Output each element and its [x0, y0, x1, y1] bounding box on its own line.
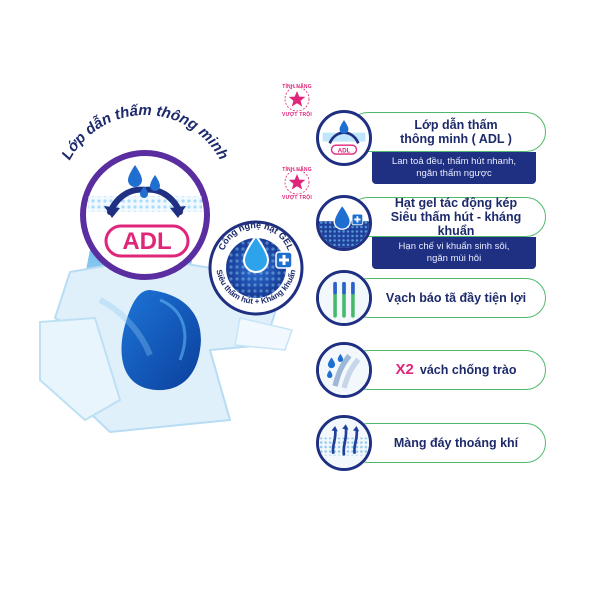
feature-indicator-title: Vạch báo tã đầy tiện lợi [385, 291, 527, 305]
feature-star-badge: TÍNH NĂNG VƯỢT TRỘI [282, 167, 312, 201]
feature-gel: TÍNH NĂNG VƯỢT TRỘI Hạt gel tác động kép… [282, 167, 546, 275]
feature-gel-title-line2: Siêu thấm hút - kháng khuẩn [390, 210, 522, 238]
feature-gel-desc-line1: Hạn chế vi khuẩn sinh sôi, [398, 241, 510, 252]
feature-adl-desc: Lan toả đều, thấm hút nhanh, ngăn thấm n… [372, 152, 536, 184]
feature-indicator: Vạch báo tã đầy tiện lợi [316, 270, 546, 326]
wetness-indicator-icon [316, 270, 372, 326]
badge-label-top: TÍNH NĂNG [282, 84, 312, 90]
feature-star-badge: TÍNH NĂNG VƯỢT TRỘI [282, 84, 312, 118]
leak-guard-icon [316, 342, 372, 398]
feature-gel-title-box: Hạt gel tác động kép Siêu thấm hút - khá… [348, 196, 546, 238]
feature-adl-desc-line2: ngăn thấm ngược [416, 168, 492, 179]
feature-adl-title-box: Lớp dẫn thấm thông minh ( ADL ) [348, 112, 546, 152]
badge-label-top: TÍNH NĂNG [282, 167, 312, 173]
feature-adl-title-line2: thông minh ( ADL ) [400, 132, 512, 146]
feature-adl-desc-line1: Lan toả đều, thấm hút nhanh, [391, 156, 517, 167]
feature-indicator-title-box: Vạch báo tã đầy tiện lợi [348, 278, 546, 318]
adl-icon: ADL [316, 110, 372, 166]
svg-text:ADL: ADL [338, 147, 351, 154]
breathable-layer-icon [316, 415, 372, 471]
gel-drop-icon [316, 195, 372, 251]
feature-breathable-title-box: Màng đáy thoáng khí [348, 423, 546, 463]
feature-leak-guard-title-box: X2 vách chống trào [348, 350, 546, 390]
badge-label-bottom: VƯỢT TRỘI [282, 112, 312, 118]
feature-leak-guard-title: vách chống trào [419, 363, 517, 377]
feature-gel-desc: Hạn chế vi khuẩn sinh sôi, ngăn mùi hôi [372, 237, 536, 269]
star-icon [284, 86, 310, 112]
star-icon [284, 169, 310, 195]
product-illustration: ADL Lớp dẫn thấm thông minh Công nghệ hạ… [39, 102, 304, 434]
feature-gel-desc-line2: ngăn mùi hôi [426, 253, 482, 264]
feature-adl-title-line1: Lớp dẫn thấm [414, 118, 498, 132]
adl-badge [80, 150, 210, 280]
badge-label-bottom: VƯỢT TRỘI [282, 195, 312, 201]
feature-gel-title-line1: Hạt gel tác động kép [394, 196, 518, 210]
feature-breathable-title: Màng đáy thoáng khí [393, 436, 519, 450]
feature-leak-guard: X2 vách chống trào [316, 342, 546, 398]
feature-breathable: Màng đáy thoáng khí [316, 415, 546, 471]
adl-pill [104, 224, 190, 258]
feature-leak-guard-accent: X2 [395, 361, 414, 378]
gel-badge [208, 220, 304, 316]
adl-label: ADL [122, 228, 171, 255]
feature-adl: TÍNH NĂNG VƯỢT TRỘI ADL Lớp dẫn thấm thô… [282, 84, 546, 190]
